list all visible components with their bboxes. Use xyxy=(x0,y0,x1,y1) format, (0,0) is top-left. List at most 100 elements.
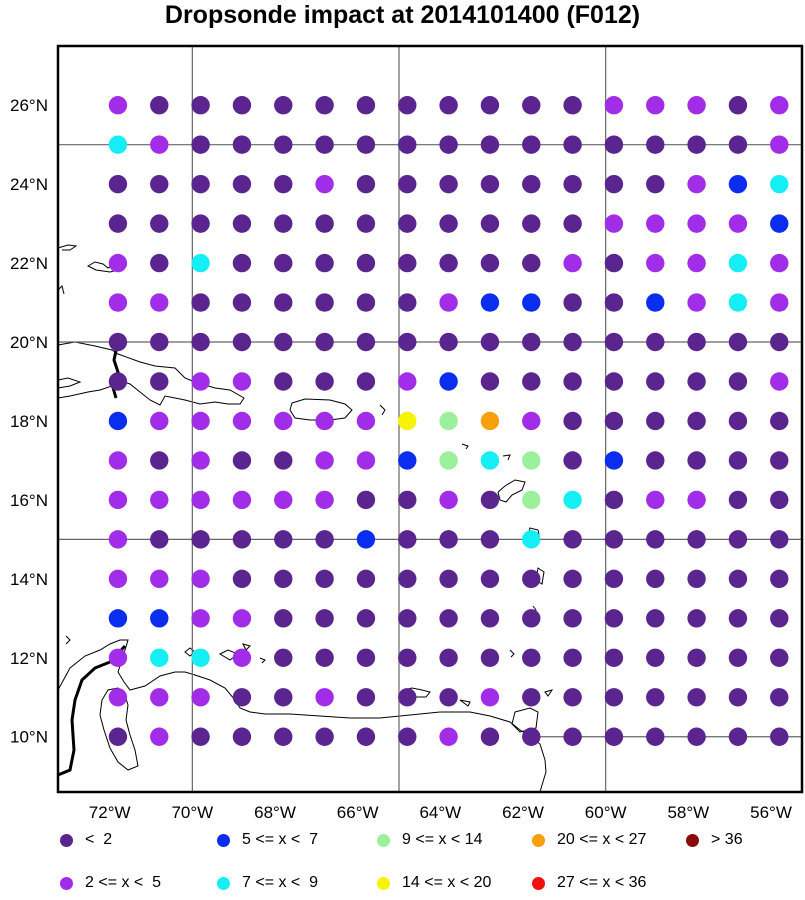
longitude-tick: 70°W xyxy=(171,803,213,822)
dropsonde-point xyxy=(191,490,210,510)
dropsonde-point xyxy=(563,411,582,431)
dropsonde-point xyxy=(274,451,293,470)
dropsonde-point xyxy=(646,727,665,746)
dropsonde-point xyxy=(150,451,169,470)
dropsonde-point xyxy=(770,688,789,707)
dropsonde-point xyxy=(274,253,293,273)
dropsonde-point xyxy=(232,609,252,628)
longitude-tick: 62°W xyxy=(502,803,544,822)
dropsonde-point xyxy=(398,648,417,667)
dropsonde-point xyxy=(274,174,293,194)
dropsonde-point xyxy=(398,96,417,115)
dropsonde-point xyxy=(108,253,128,273)
legend-label: 27 <= x < 36 xyxy=(557,874,647,891)
dropsonde-point xyxy=(150,727,169,746)
longitude-tick: 56°W xyxy=(750,803,792,822)
dropsonde-point xyxy=(604,253,624,273)
dropsonde-point xyxy=(563,135,582,154)
dropsonde-point xyxy=(728,135,748,154)
dropsonde-point xyxy=(687,332,706,352)
dropsonde-point xyxy=(480,609,500,628)
dropsonde-point xyxy=(315,530,334,549)
dropsonde-point xyxy=(687,214,706,233)
dropsonde-point xyxy=(274,569,293,589)
dropsonde-point xyxy=(356,372,376,391)
coastline xyxy=(57,244,554,793)
dropsonde-point xyxy=(770,332,789,352)
dropsonde-point xyxy=(439,174,458,194)
dropsonde-point xyxy=(604,451,624,470)
dropsonde-point xyxy=(770,372,789,391)
dropsonde-point xyxy=(356,174,376,194)
dropsonde-point xyxy=(232,451,252,470)
dropsonde-point xyxy=(150,490,169,510)
dropsonde-point xyxy=(191,174,210,194)
dropsonde-point xyxy=(398,490,417,510)
dropsonde-point xyxy=(646,451,665,470)
dropsonde-point xyxy=(522,569,541,589)
dropsonde-point xyxy=(398,214,417,233)
latitude-tick: 18°N xyxy=(10,412,48,431)
dropsonde-point xyxy=(439,214,458,233)
longitude-tick: 72°W xyxy=(89,803,131,822)
dropsonde-point xyxy=(356,332,376,352)
legend-label: 20 <= x < 27 xyxy=(557,831,647,848)
dropsonde-point xyxy=(315,174,334,194)
dropsonde-point xyxy=(232,727,252,746)
dropsonde-point xyxy=(728,253,748,273)
legend-swatch xyxy=(60,876,73,890)
dropsonde-point xyxy=(150,530,169,549)
dropsonde-point xyxy=(687,253,706,273)
dropsonde-point xyxy=(439,96,458,115)
dropsonde-point xyxy=(687,569,706,589)
dropsonde-point xyxy=(108,688,128,707)
dropsonde-point xyxy=(480,332,500,352)
longitude-tick: 66°W xyxy=(337,803,379,822)
dropsonde-point xyxy=(480,174,500,194)
dropsonde-point xyxy=(480,96,500,115)
longitude-tick: 68°W xyxy=(254,803,296,822)
dropsonde-point xyxy=(563,727,582,746)
dropsonde-point xyxy=(522,727,541,746)
dropsonde-point xyxy=(150,609,169,628)
dropsonde-point xyxy=(439,490,458,510)
dropsonde-point xyxy=(191,451,210,470)
dropsonde-point xyxy=(480,293,500,312)
dropsonde-point xyxy=(522,490,541,510)
dropsonde-point xyxy=(274,411,293,431)
dropsonde-point xyxy=(108,569,128,589)
dropsonde-point xyxy=(563,530,582,549)
dropsonde-point xyxy=(191,688,210,707)
dropsonde-point xyxy=(232,411,252,431)
legend-item: 2 <= x < 5 xyxy=(60,872,161,894)
dropsonde-point xyxy=(315,253,334,273)
dropsonde-point xyxy=(687,174,706,194)
dropsonde-point xyxy=(274,135,293,154)
dropsonde-point xyxy=(150,174,169,194)
dropsonde-point xyxy=(398,293,417,312)
dropsonde-point xyxy=(191,411,210,431)
dropsonde-point xyxy=(356,569,376,589)
dropsonde-point xyxy=(646,609,665,628)
dropsonde-point xyxy=(356,490,376,510)
dropsonde-point xyxy=(604,727,624,746)
dropsonde-point xyxy=(398,253,417,273)
dropsonde-point xyxy=(439,727,458,746)
map-frame xyxy=(56,44,804,794)
dropsonde-point xyxy=(480,490,500,510)
dropsonde-point xyxy=(398,451,417,470)
dropsonde-point xyxy=(687,648,706,667)
dropsonde-point xyxy=(728,530,748,549)
dropsonde-point xyxy=(728,609,748,628)
dropsonde-point xyxy=(604,214,624,233)
legend-swatch xyxy=(532,833,545,847)
legend-label: 2 <= x < 5 xyxy=(85,874,162,891)
dropsonde-point xyxy=(439,332,458,352)
dropsonde-point xyxy=(356,451,376,470)
dropsonde-point xyxy=(315,214,334,233)
dropsonde-point xyxy=(687,609,706,628)
dropsonde-point xyxy=(274,214,293,233)
dropsonde-point xyxy=(770,648,789,667)
dropsonde-point xyxy=(398,569,417,589)
map-title: Dropsonde impact at 2014101400 (F012) xyxy=(164,1,641,29)
